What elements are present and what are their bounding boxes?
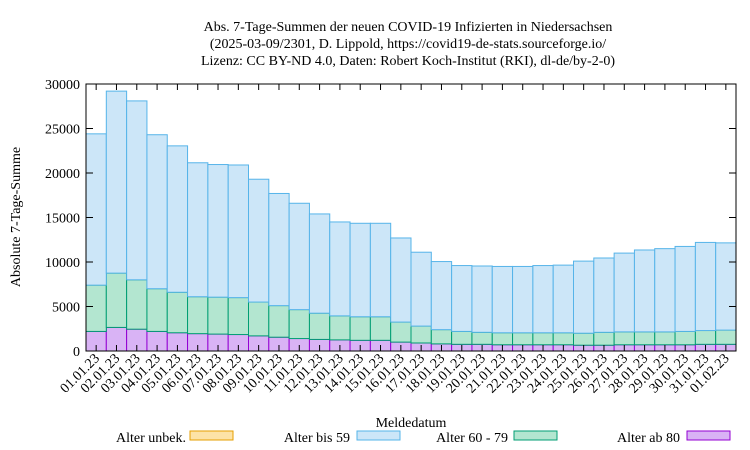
bar-segment-1-21 <box>512 332 534 346</box>
bar-segment-2-3 <box>146 134 168 290</box>
bar-segment-1-1 <box>105 272 128 328</box>
bar-segment-1-12 <box>329 315 351 341</box>
bar-segment-1-27 <box>633 331 656 346</box>
bar-segment-2-2 <box>126 100 148 281</box>
bar-segment-1-11 <box>308 312 331 340</box>
y-tick-label-6: 30000 <box>45 78 80 93</box>
bar-segment-1-26 <box>613 331 635 346</box>
bar-segment-1-22 <box>532 332 554 346</box>
bar-segment-2-29 <box>674 245 696 332</box>
bar-segment-1-0 <box>85 284 107 332</box>
bar-segment-2-20 <box>491 265 514 334</box>
bar-segment-2-22 <box>532 265 554 334</box>
bar-segment-1-17 <box>430 329 453 345</box>
bar-segment-1-2 <box>126 279 148 330</box>
bars-layer <box>85 90 737 352</box>
bar-segment-1-24 <box>573 332 595 346</box>
bar-segment-2-25 <box>593 257 615 333</box>
bar-segment-1-9 <box>268 305 290 338</box>
bar-segment-2-11 <box>308 213 331 314</box>
bar-segment-2-30 <box>694 241 717 332</box>
x-axis-label: Meldedatum <box>376 416 447 431</box>
bar-segment-2-28 <box>654 248 676 333</box>
legend-swatch-3 <box>686 430 731 441</box>
y-axis: 0 5000 10000 15000 20000 25000 30000 <box>45 78 736 360</box>
legend-label-1: Alter bis 59 <box>284 431 350 446</box>
bar-segment-2-14 <box>369 222 392 318</box>
bar-segment-2-12 <box>329 221 351 317</box>
bar-segment-2-17 <box>430 261 453 331</box>
bar-segment-1-6 <box>207 296 229 335</box>
bar-segment-1-3 <box>146 288 168 332</box>
title-line-2: (2025-03-09/2301, D. Lippold, https://co… <box>210 37 606 52</box>
bar-segment-2-1 <box>105 90 128 274</box>
bar-segment-1-7 <box>227 297 250 336</box>
y-tick-label-4: 20000 <box>45 167 80 182</box>
legend-swatch-2 <box>513 430 558 441</box>
legend-label-3: Alter ab 80 <box>617 431 680 446</box>
bar-segment-2-6 <box>207 164 229 298</box>
bar-segment-1-13 <box>349 316 371 341</box>
bar-segment-1-14 <box>369 316 392 341</box>
title-line-3: Lizenz: CC BY-ND 4.0, Daten: Robert Koch… <box>201 54 615 69</box>
bar-segment-2-16 <box>410 251 432 327</box>
bar-segment-1-4 <box>166 291 189 334</box>
bar-segment-2-8 <box>248 178 270 303</box>
bar-segment-1-28 <box>654 331 676 346</box>
legend-label-0: Alter unbek. <box>116 431 186 446</box>
bar-segment-2-9 <box>268 192 290 307</box>
bar-segment-2-27 <box>633 249 656 333</box>
y-tick-label-2: 10000 <box>45 256 80 271</box>
bar-segment-1-30 <box>694 330 717 345</box>
bar-segment-1-5 <box>187 296 209 335</box>
bar-segment-2-26 <box>613 252 635 333</box>
chart-title: Abs. 7-Tage-Summen der neuen COVID-19 In… <box>201 20 615 69</box>
bar-segment-1-18 <box>451 330 473 345</box>
bar-segment-2-5 <box>187 162 209 298</box>
legend-label-2: Alter 60 - 79 <box>436 431 508 446</box>
y-tick-label-3: 15000 <box>45 212 80 227</box>
bar-segment-1-20 <box>491 332 514 346</box>
bar-segment-2-24 <box>573 260 595 334</box>
bar-segment-2-15 <box>390 237 412 323</box>
bar-segment-1-8 <box>248 301 270 337</box>
bar-segment-2-7 <box>227 164 250 299</box>
bar-segment-1-31 <box>715 329 737 345</box>
bar-segment-2-19 <box>471 265 493 333</box>
y-tick-label-5: 25000 <box>45 123 80 138</box>
bar-segment-1-23 <box>552 332 575 346</box>
bar-segment-1-10 <box>288 309 310 340</box>
bar-segment-1-15 <box>390 321 412 343</box>
bar-segment-2-23 <box>552 264 575 334</box>
legend-swatch-1 <box>356 430 401 441</box>
bar-segment-2-31 <box>715 242 737 331</box>
bar-segment-2-18 <box>451 265 473 332</box>
bar-segment-1-19 <box>471 331 493 345</box>
bar-segment-2-10 <box>288 202 310 311</box>
bar-segment-2-4 <box>166 145 189 293</box>
y-tick-label-1: 5000 <box>52 301 80 316</box>
y-tick-label-0: 0 <box>73 345 80 360</box>
bar-segment-1-25 <box>593 331 615 346</box>
bar-segment-1-29 <box>674 330 696 346</box>
title-line-1: Abs. 7-Tage-Summen der neuen COVID-19 In… <box>204 20 613 35</box>
bar-segment-2-13 <box>349 222 371 318</box>
legend-swatch-0 <box>189 430 234 441</box>
bar-segment-2-21 <box>512 265 534 334</box>
legend: Alter unbek. Alter bis 59 Alter 60 - 79 Alt… <box>116 430 731 446</box>
bar-segment-1-16 <box>410 325 432 344</box>
y-axis-label: Absolute 7-Tage-Summe <box>9 147 24 287</box>
